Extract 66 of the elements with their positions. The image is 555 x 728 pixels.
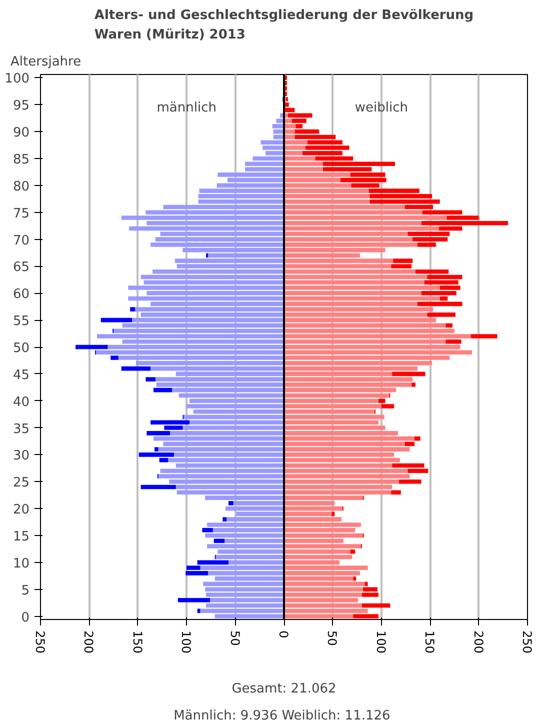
x-tick-label: 100 — [374, 630, 388, 654]
y-tick-label: 35 — [12, 422, 30, 437]
bar — [353, 614, 378, 618]
bar — [350, 549, 356, 554]
x-tick-label: 50 — [228, 630, 242, 646]
y-tick-label: 10 — [12, 556, 30, 572]
bar — [110, 356, 118, 360]
y-tick-label: 40 — [12, 394, 30, 410]
y-tick-label: 25 — [12, 476, 30, 491]
y-tick-label: 80 — [12, 179, 30, 194]
y-tick-label: 20 — [12, 502, 30, 518]
y-tick-label: 5 — [21, 583, 30, 598]
annotation: männlich — [156, 100, 216, 116]
bar — [146, 377, 156, 382]
bar — [414, 436, 420, 441]
x-tick-label: 0 — [276, 630, 290, 638]
bar — [100, 318, 132, 322]
bar — [412, 382, 416, 387]
bar — [398, 479, 422, 484]
bar — [427, 312, 456, 317]
bar — [130, 307, 135, 312]
bar — [404, 442, 415, 446]
text: Gesamt: 21.062 — [232, 682, 336, 696]
bar — [353, 576, 356, 581]
bar — [121, 366, 151, 371]
bar — [197, 608, 200, 614]
x-tick-label: 150 — [130, 630, 144, 654]
chart-title: Alters- und Geschlechtsgliederung der Bevölkerung Waren (Müritz) 2013 — [94, 8, 474, 42]
x-tick-label: 250 — [520, 630, 534, 654]
bar — [446, 339, 462, 344]
y-axis-title: Altersjahre — [10, 54, 82, 70]
x-tick-label: 150 — [422, 630, 437, 654]
y-tick-label: 45 — [12, 368, 30, 383]
y-tick-label: 55 — [12, 314, 30, 330]
y-tick-label: 30 — [12, 448, 30, 464]
y-tick-label: 95 — [12, 98, 30, 114]
bar — [222, 517, 227, 522]
y-tick-label: 15 — [12, 529, 30, 544]
y-tick-label: 65 — [12, 260, 30, 276]
bar — [446, 323, 452, 328]
bar — [228, 501, 234, 506]
y-tick-label: 85 — [12, 152, 30, 168]
x-tick-label: 100 — [179, 630, 194, 654]
bar — [471, 334, 498, 338]
bar — [391, 490, 401, 495]
y-tick-label: 100 — [4, 72, 30, 87]
y-tick-label: 75 — [12, 206, 30, 222]
bar — [202, 528, 213, 532]
x-tick-label: 200 — [82, 630, 96, 654]
bar — [140, 484, 176, 490]
y-tick-label: 70 — [12, 233, 30, 248]
annotation: weiblich — [354, 100, 408, 116]
bar — [153, 388, 172, 392]
x-tick-label: 200 — [471, 630, 486, 654]
bar — [392, 372, 426, 376]
x-tick-label: 50 — [325, 630, 340, 646]
bar — [362, 603, 390, 608]
y-tick-label: 60 — [12, 287, 30, 302]
y-tick-label: 50 — [12, 341, 30, 356]
bar — [178, 598, 210, 602]
text: Männlich: 9.936 Weiblich: 11.126 — [174, 708, 390, 724]
y-tick-label: 0 — [21, 610, 30, 626]
bar — [214, 538, 225, 544]
y-tick-label: 90 — [12, 126, 30, 141]
bar — [332, 512, 335, 516]
x-tick-label: 250 — [33, 630, 47, 654]
